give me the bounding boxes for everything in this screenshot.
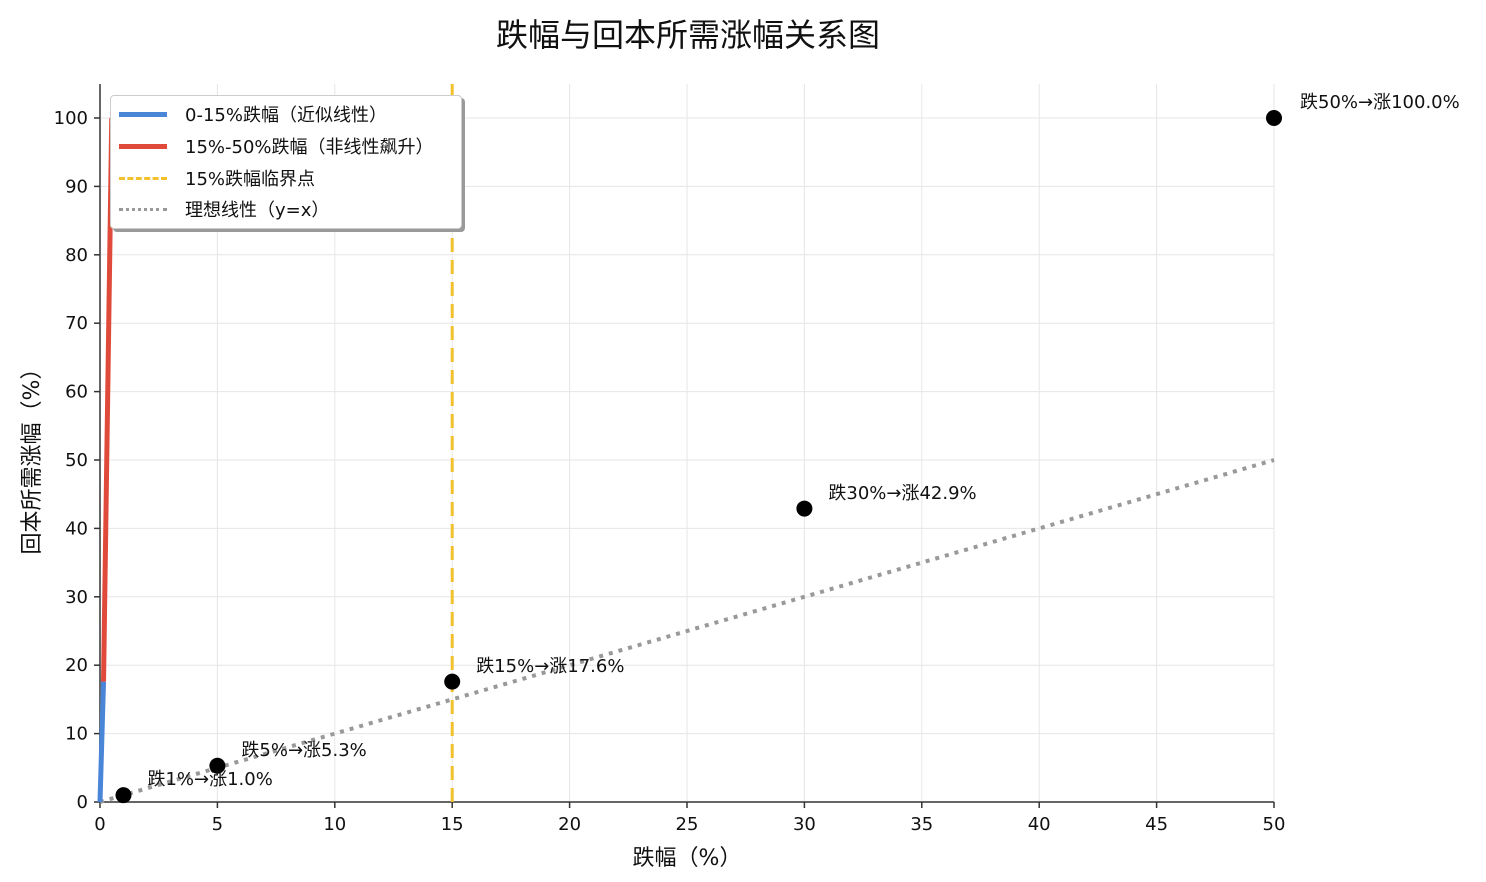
point-annotation: 跌50%→涨100.0%	[1300, 92, 1460, 113]
ideal-linear-line	[99, 458, 1275, 804]
gray-dotted-line-icon	[119, 207, 167, 211]
x-tick-label: 15	[441, 814, 464, 835]
legend-label: 15%-50%跌幅（非线性飙升）	[185, 137, 434, 158]
x-tick-label: 50	[1263, 814, 1286, 835]
legend-label: 0-15%跌幅（近似线性）	[185, 105, 387, 126]
x-tick-label: 35	[910, 814, 933, 835]
y-tick-label: 60	[65, 382, 88, 403]
y-axis-label: 回本所需涨幅（%）	[20, 357, 45, 555]
y-tick-label: 50	[65, 450, 88, 471]
point-annotation: 跌1%→涨1.0%	[147, 769, 273, 791]
legend-item-threshold: 15%跌幅临界点	[119, 166, 315, 190]
linear-segment-line	[97, 681, 107, 803]
x-tick-label: 40	[1028, 814, 1051, 835]
data-point	[796, 500, 813, 517]
data-point	[209, 757, 226, 774]
x-tick-label: 30	[793, 814, 816, 835]
y-tick-label: 20	[65, 655, 88, 676]
red-line-icon	[119, 143, 167, 149]
x-tick-label: 0	[94, 814, 105, 835]
legend-label: 15%跌幅临界点	[185, 169, 316, 190]
legend-item-linear: 0-15%跌幅（近似线性）	[119, 102, 387, 126]
blue-line-icon	[119, 111, 167, 117]
x-tick-label: 5	[212, 814, 223, 835]
data-point	[1266, 110, 1282, 126]
x-tick-label: 10	[323, 814, 346, 835]
x-axis-label: 跌幅（%）	[632, 846, 742, 871]
y-tick-label: 10	[65, 724, 88, 745]
data-point	[115, 787, 132, 804]
x-tick-label: 25	[676, 814, 699, 835]
legend-item-ideal: 理想线性（y=x）	[119, 197, 329, 221]
y-tick-label: 80	[65, 245, 88, 266]
yellow-dashed-line-icon	[119, 176, 167, 180]
data-point	[444, 673, 461, 690]
y-tick-label: 0	[77, 792, 88, 813]
y-tick-label: 70	[65, 313, 88, 334]
y-tick-label: 40	[65, 518, 88, 539]
y-tick-label: 90	[65, 176, 88, 197]
x-tick-label: 20	[558, 814, 581, 835]
legend: 0-15%跌幅（近似线性） 15%-50%跌幅（非线性飙升） 15%跌幅临界点 …	[110, 95, 462, 229]
x-tick-label: 45	[1145, 814, 1168, 835]
y-tick-label: 30	[65, 587, 88, 608]
point-annotation: 跌15%→涨17.6%	[476, 655, 625, 677]
point-annotation: 跌5%→涨5.3%	[241, 739, 367, 761]
chart-title: 跌幅与回本所需涨幅关系图	[495, 16, 880, 54]
legend-label: 理想线性（y=x）	[185, 200, 330, 221]
legend-item-nonlinear: 15%-50%跌幅（非线性飙升）	[119, 134, 434, 158]
point-annotation: 跌30%→涨42.9%	[828, 482, 977, 504]
y-tick-label: 100	[54, 108, 88, 129]
